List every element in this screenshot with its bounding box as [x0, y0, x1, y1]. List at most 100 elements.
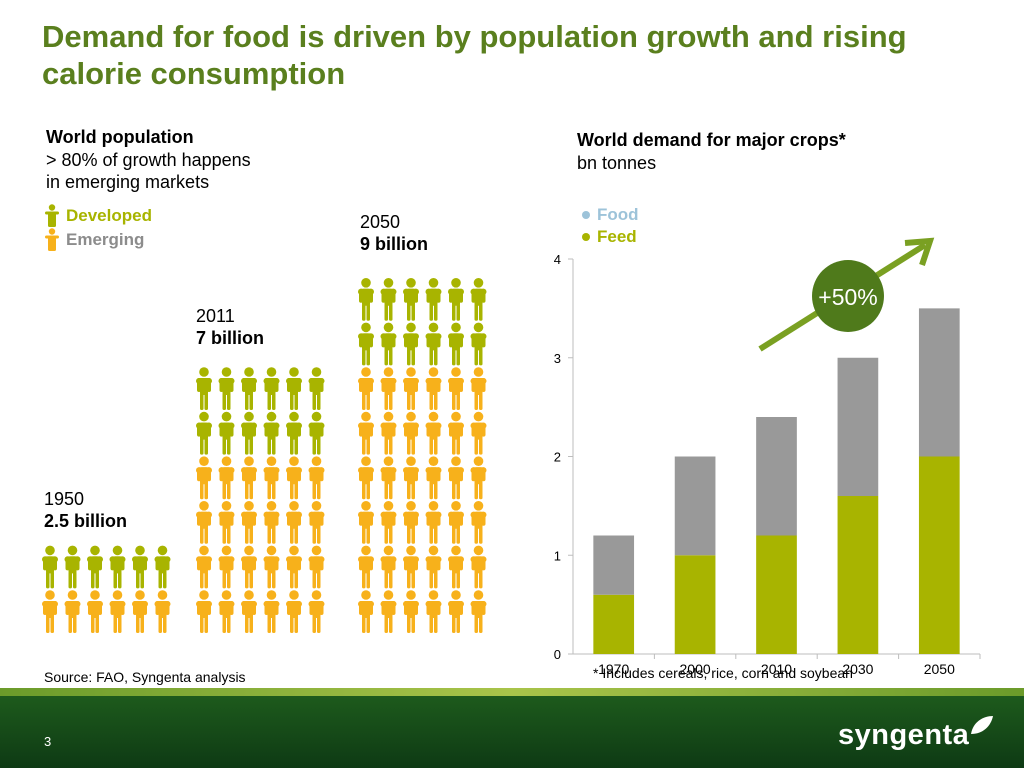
crops-footnote: * Includes cereals, rice, corn and soybe…: [593, 665, 853, 681]
person-emerging: [286, 501, 302, 544]
person-developed: [154, 545, 171, 589]
person-emerging: [241, 545, 257, 589]
person-developed: [196, 411, 212, 455]
person-emerging: [308, 590, 325, 633]
person-developed: [64, 545, 81, 589]
x-tick-label: 2050: [924, 661, 955, 677]
person-developed: [286, 411, 302, 455]
person-emerging: [358, 545, 374, 589]
person-developed: [470, 278, 487, 321]
person-emerging: [132, 590, 148, 633]
x-tick-label: 2000: [680, 661, 711, 677]
source-note: Source: FAO, Syngenta analysis: [44, 669, 246, 685]
bar-segment-series-1-2050: [918, 308, 960, 457]
person-icon: [45, 228, 59, 251]
person-developed: [358, 322, 374, 366]
person-emerging: [448, 367, 464, 410]
person-developed: [448, 278, 464, 321]
person-emerging: [154, 590, 171, 633]
person-emerging: [358, 411, 374, 455]
person-emerging: [263, 590, 280, 633]
x-tick-label: 2010: [761, 661, 792, 677]
logo-text: syngenta: [838, 719, 970, 751]
person-emerging: [470, 367, 487, 410]
legend-developed: Developed: [44, 204, 152, 228]
population-subheading-1: > 80% of growth happens: [46, 150, 251, 170]
syngenta-logo: syngenta: [838, 715, 997, 752]
bar-segment-series-1-2010: [756, 417, 797, 536]
person-emerging: [380, 367, 397, 410]
person-emerging: [358, 456, 374, 500]
person-emerging: [470, 590, 487, 633]
leaf-icon: [971, 715, 994, 734]
person-developed: [286, 367, 302, 410]
person-developed: [380, 322, 397, 366]
person-emerging: [196, 456, 212, 500]
person-emerging: [380, 545, 397, 589]
slide-title: Demand for food is driven by population …: [42, 19, 907, 91]
growth-badge-label: +50%: [818, 284, 877, 310]
person-developed: [448, 322, 464, 366]
person-emerging: [42, 590, 58, 633]
person-emerging: [218, 545, 235, 589]
person-emerging: [448, 590, 464, 633]
person-developed: [403, 278, 419, 321]
person-emerging: [403, 367, 419, 410]
legend-feed-dot: [582, 233, 590, 241]
person-developed: [241, 411, 257, 455]
growth-badge: [812, 260, 884, 332]
bar-segment-feed-2010: [756, 535, 797, 654]
person-emerging: [425, 590, 442, 633]
person-developed: [358, 278, 374, 321]
pop-1950-value: 2.5 billion: [44, 511, 128, 531]
bar-segment-feed-2000: [674, 555, 716, 654]
person-developed: [196, 367, 212, 410]
person-emerging: [358, 590, 374, 633]
legend-food: Food: [581, 205, 639, 225]
person-emerging: [241, 501, 257, 544]
person-emerging: [380, 590, 397, 633]
person-emerging: [263, 456, 280, 500]
population-pictogram: [42, 278, 487, 633]
person-emerging: [470, 501, 487, 544]
person-emerging: [64, 590, 81, 633]
person-emerging: [218, 501, 235, 544]
person-emerging: [448, 411, 464, 455]
legend-emerging: Emerging: [44, 228, 144, 252]
person-emerging: [196, 590, 212, 633]
x-tick-label: 2030: [842, 661, 873, 677]
population-subheading-2: in emerging markets: [46, 172, 210, 192]
y-tick-label: 0: [554, 647, 561, 662]
person-emerging: [380, 411, 397, 455]
person-emerging: [241, 456, 257, 500]
person-emerging: [403, 545, 419, 589]
person-emerging: [403, 456, 419, 500]
person-developed: [263, 411, 280, 455]
person-emerging: [196, 545, 212, 589]
person-emerging: [380, 456, 397, 500]
person-emerging: [380, 501, 397, 544]
bar-segment-feed-2030: [837, 496, 879, 654]
person-emerging: [403, 501, 419, 544]
person-developed: [263, 367, 280, 410]
person-emerging: [470, 456, 487, 500]
legend-food-label: Food: [597, 205, 639, 224]
person-emerging: [448, 545, 464, 589]
person-developed: [308, 367, 325, 410]
person-developed: [425, 322, 442, 366]
person-emerging: [448, 456, 464, 500]
person-emerging: [308, 545, 325, 589]
pop-1950-year: 1950: [44, 489, 85, 509]
person-emerging: [470, 411, 487, 455]
page-number: 3: [44, 734, 52, 749]
footer-band: [0, 688, 1024, 768]
bar-segment-feed-2050: [918, 456, 960, 654]
person-emerging: [425, 545, 442, 589]
footer-stripe: [0, 688, 1024, 696]
person-emerging: [218, 590, 235, 633]
person-emerging: [109, 590, 126, 633]
person-emerging: [425, 456, 442, 500]
y-tick-label: 3: [554, 351, 561, 366]
person-emerging: [218, 456, 235, 500]
person-emerging: [308, 456, 325, 500]
